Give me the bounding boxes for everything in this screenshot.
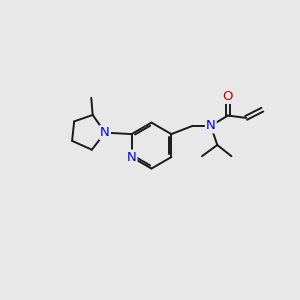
Text: O: O	[223, 90, 233, 103]
Text: N: N	[100, 126, 110, 139]
Text: N: N	[206, 119, 216, 132]
Text: N: N	[127, 151, 136, 164]
